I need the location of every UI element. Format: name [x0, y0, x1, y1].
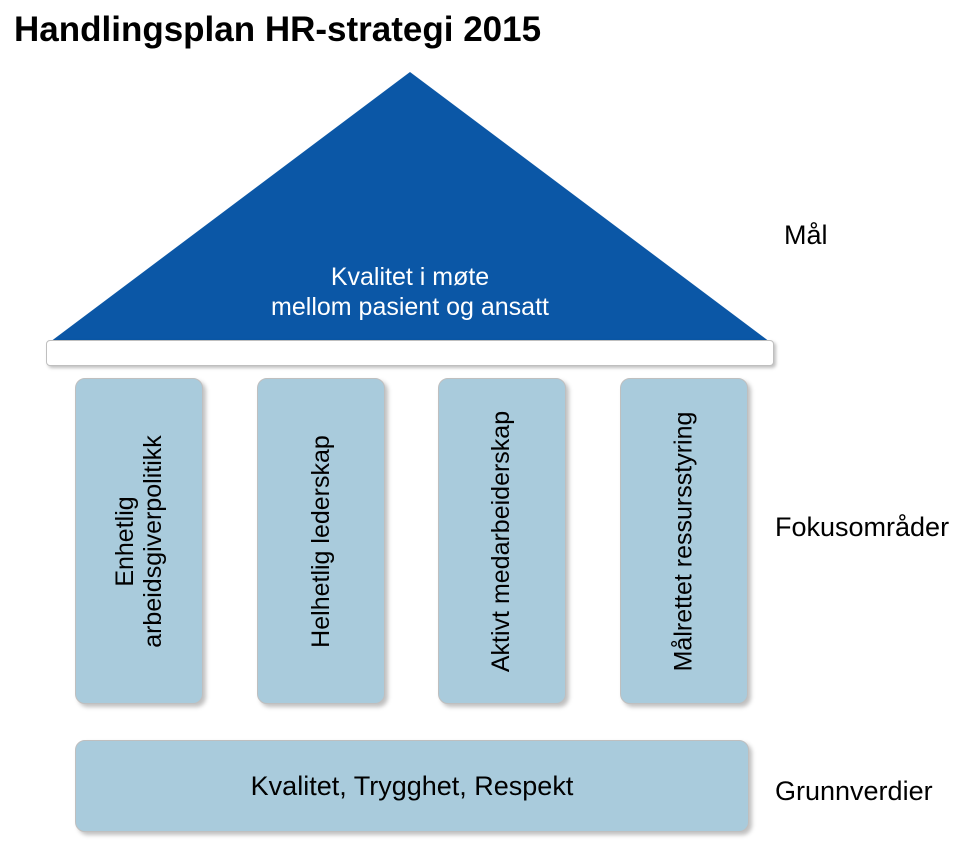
- page-title: Handlingsplan HR-strategi 2015: [14, 10, 541, 50]
- label-grunn: Grunnverdier: [775, 776, 933, 807]
- pillar-3: Aktivt medarbeiderskap: [438, 378, 566, 704]
- pillar-2: Helhetlig lederskap: [257, 378, 385, 704]
- foundation-text: Kvalitet, Trygghet, Respekt: [251, 771, 574, 802]
- label-fokus: Fokusområder: [775, 512, 949, 543]
- pillar-1: Enhetlig arbeidsgiverpolitikk: [75, 378, 203, 704]
- label-mal: Mål: [784, 220, 828, 251]
- pillar-1-line1: Enhetlig: [111, 496, 139, 586]
- roof-line1: Kvalitet i møte: [331, 263, 489, 291]
- pillar-4-text: Målrettet ressursstyring: [670, 411, 699, 671]
- roof-caption: Kvalitet i møte mellom pasient og ansatt: [50, 262, 770, 322]
- pillar-3-text: Aktivt medarbeiderskap: [488, 410, 517, 671]
- roof-platform: [46, 340, 774, 366]
- pillar-1-line2: arbeidsgiverpolitikk: [138, 435, 166, 648]
- pillar-2-text: Helhetlig lederskap: [307, 435, 336, 648]
- pillar-1-text: Enhetlig arbeidsgiverpolitikk: [112, 435, 167, 648]
- pillar-4: Målrettet ressursstyring: [620, 378, 748, 704]
- roof-line2: mellom pasient og ansatt: [271, 293, 549, 321]
- foundation-bar: Kvalitet, Trygghet, Respekt: [75, 740, 749, 832]
